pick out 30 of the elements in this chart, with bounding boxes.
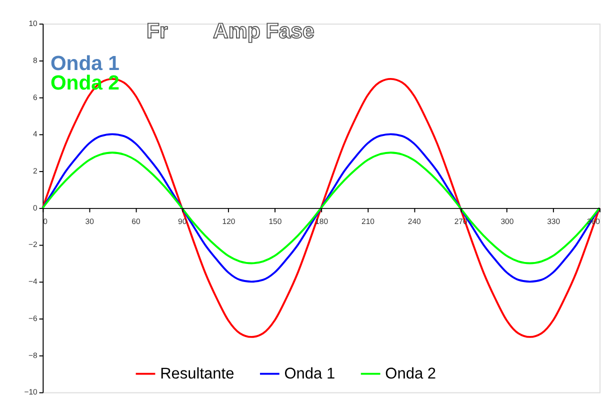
annotation: Onda 1 — [50, 53, 120, 76]
annotation: Fase — [266, 19, 314, 44]
y-tick-label: −10 — [24, 388, 38, 397]
y-tick-label: −6 — [28, 314, 38, 323]
y-tick-label: 8 — [33, 56, 38, 65]
x-tick-label: 210 — [362, 216, 374, 226]
legend-label: Resultante — [160, 366, 234, 383]
x-tick-label: 150 — [268, 216, 282, 226]
x-tick-label: 0 — [43, 216, 48, 226]
y-tick-label: 4 — [33, 130, 38, 139]
x-tick-label: 240 — [408, 216, 421, 226]
annotation: Amp — [212, 19, 260, 44]
y-tick-label: −4 — [28, 277, 38, 286]
x-tick-label: 300 — [500, 216, 514, 226]
legend-label: Onda 1 — [284, 366, 336, 383]
line-series — [42, 133, 600, 283]
x-tick-label: 60 — [132, 216, 140, 226]
annotation: Fr — [146, 19, 168, 44]
legend-label: Onda 2 — [385, 366, 436, 383]
x-tick-label: 90 — [178, 216, 187, 226]
line-series — [42, 152, 600, 264]
x-tick-label: 330 — [547, 216, 560, 226]
x-tick-label: 120 — [222, 216, 236, 226]
x-tick-label: 30 — [85, 216, 94, 226]
y-tick-label: −2 — [28, 240, 38, 250]
y-tick-label: 0 — [33, 203, 38, 212]
y-tick-label: 2 — [33, 166, 38, 176]
y-tick-label: 10 — [28, 19, 38, 28]
y-tick-label: −8 — [28, 350, 38, 360]
y-tick-label: 6 — [33, 92, 38, 102]
